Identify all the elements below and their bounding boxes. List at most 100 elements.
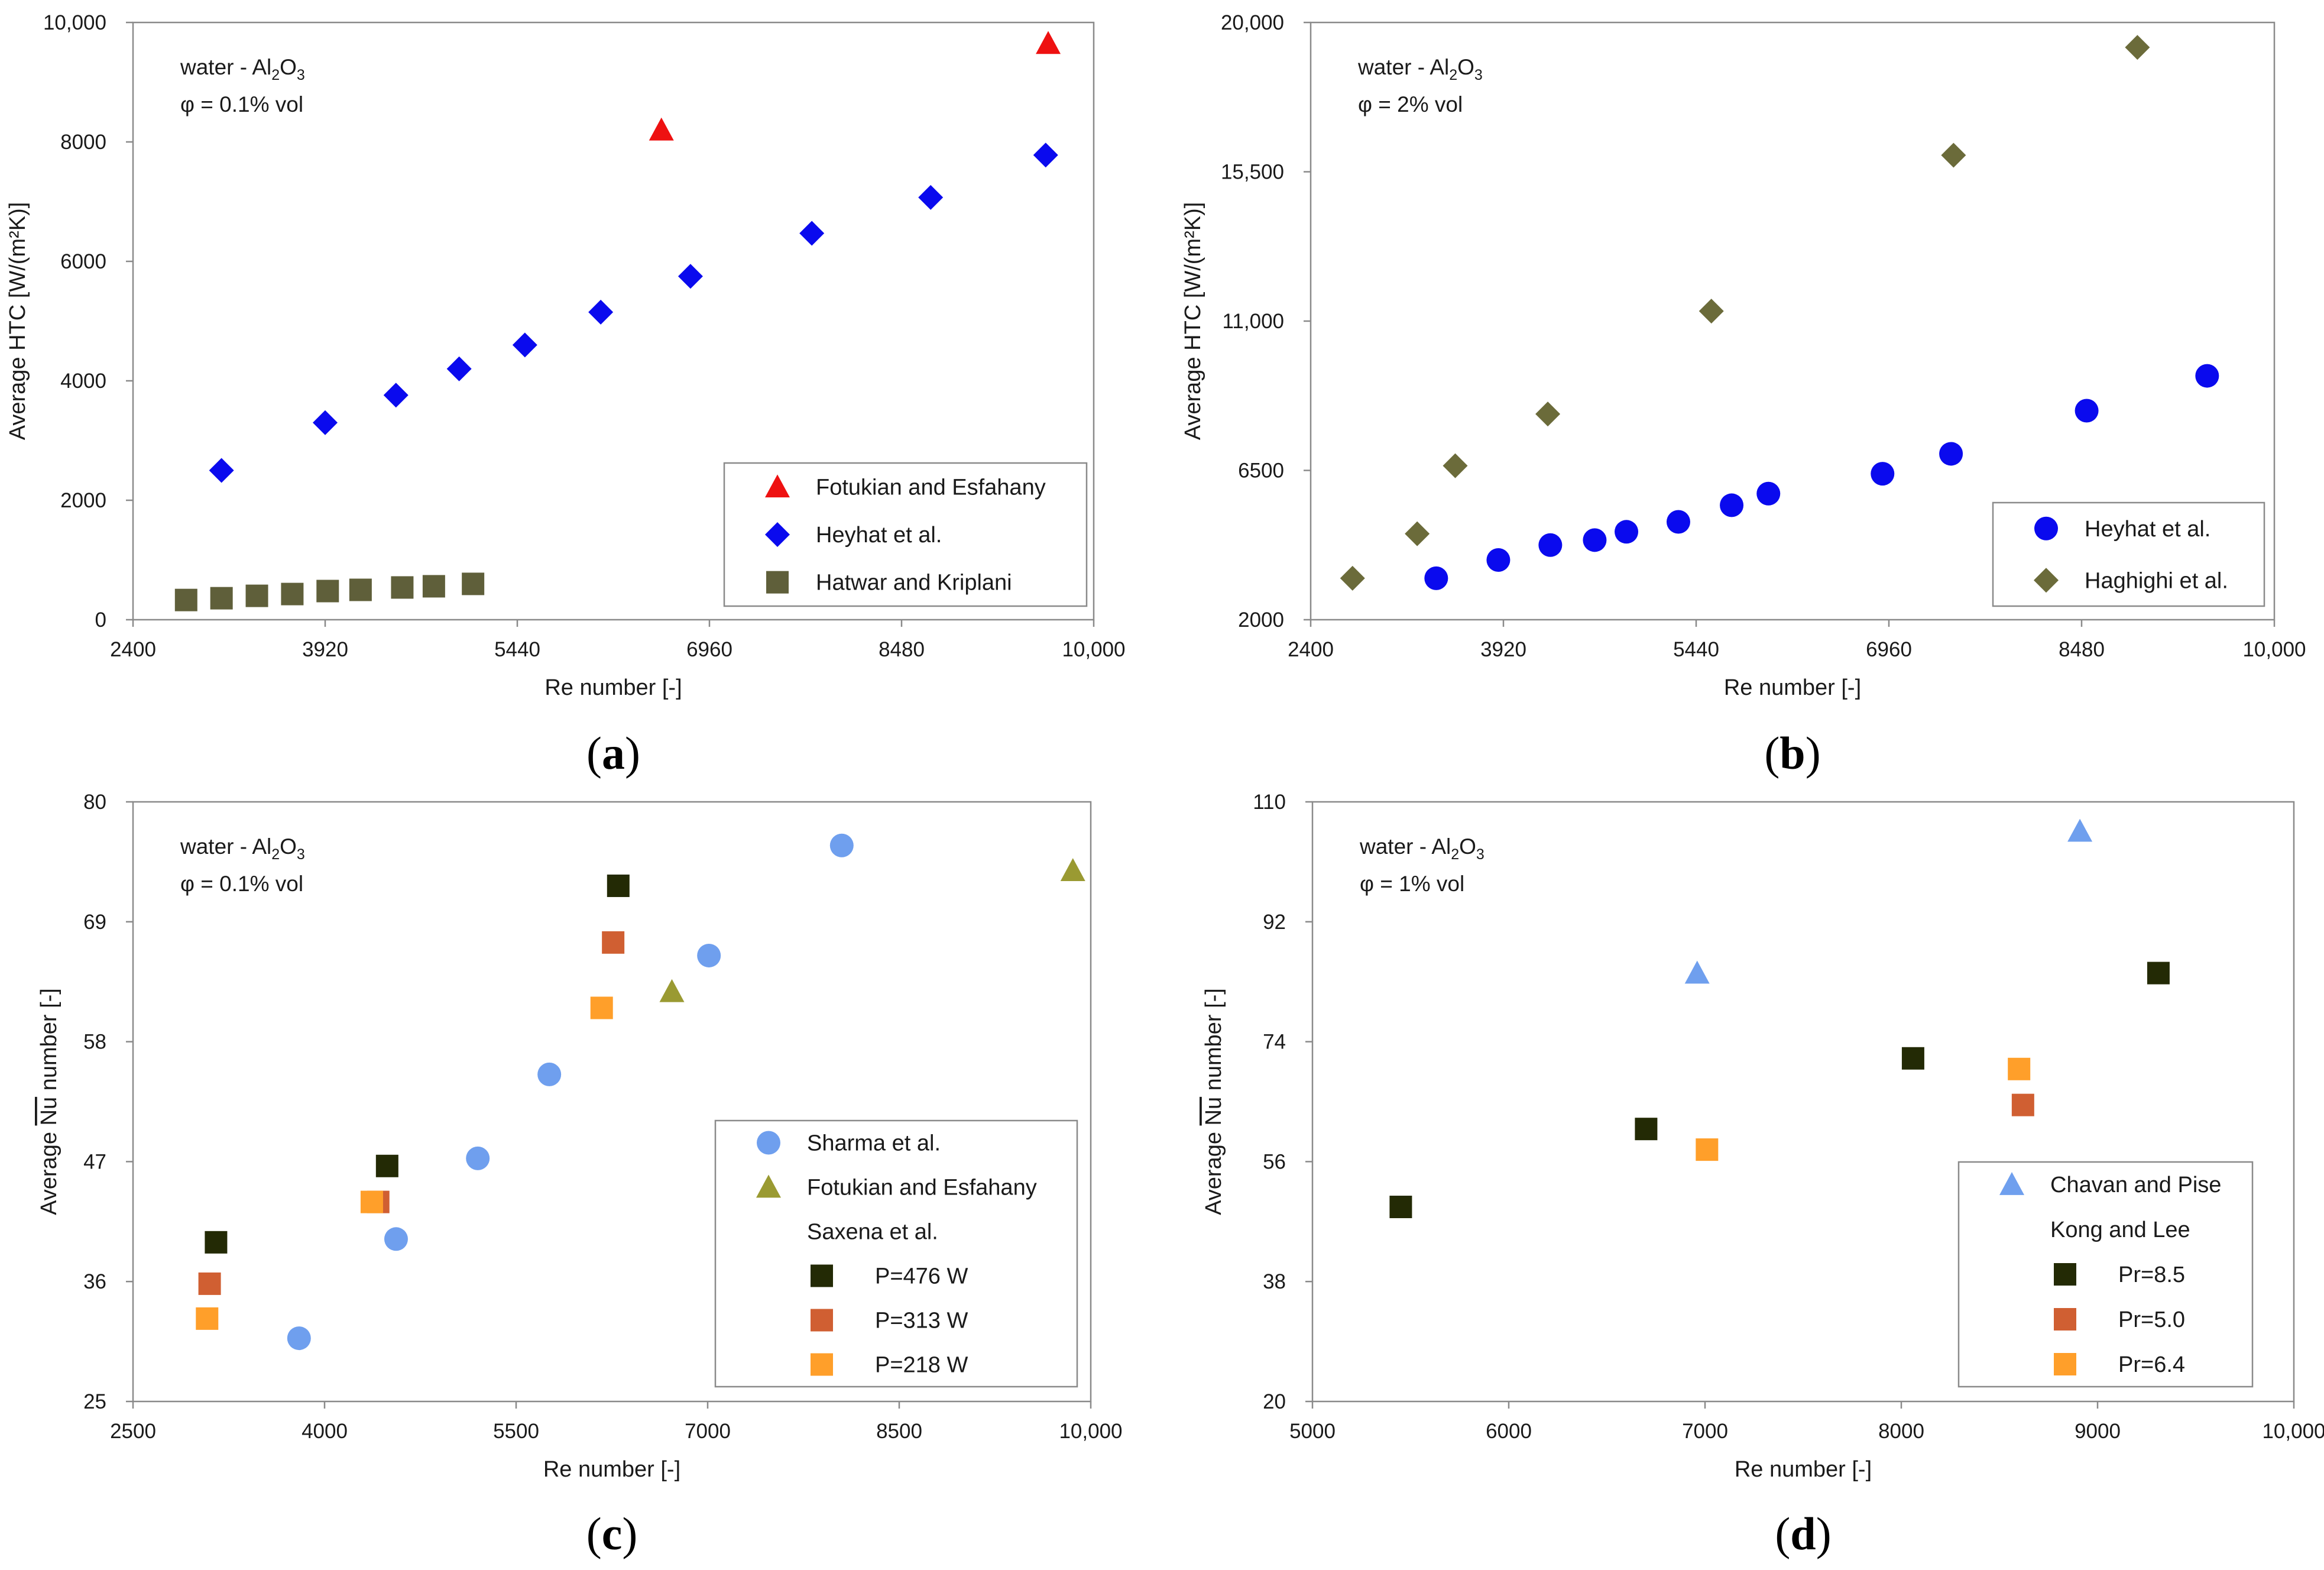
data-point (1615, 520, 1639, 544)
data-point (2008, 1057, 2031, 1080)
y-tick-label: 11,000 (1223, 310, 1284, 333)
data-point (446, 356, 472, 381)
data-point (1720, 493, 1744, 517)
x-tick-label: 10,000 (2262, 1420, 2324, 1443)
data-point (391, 576, 414, 599)
x-tick-label: 8000 (1878, 1420, 1924, 1443)
data-point (512, 332, 537, 358)
plot-frame (132, 21, 1095, 621)
data-point (649, 117, 674, 141)
x-tick-label: 2400 (1288, 638, 1334, 661)
x-tick-label: 9000 (2075, 1420, 2121, 1443)
panel-caption: (a) (586, 727, 640, 779)
x-axis-label: Re number [-] (1735, 1457, 1872, 1482)
data-point (697, 943, 721, 967)
y-tick-label: 47 (83, 1150, 106, 1173)
y-tick-label: 80 (83, 791, 106, 814)
legend-marker (2054, 1263, 2076, 1286)
data-point (2125, 35, 2150, 60)
volume-fraction-annotation: φ = 2% vol (1358, 92, 1463, 116)
y-tick-label: 36 (83, 1270, 106, 1293)
data-point (281, 582, 304, 606)
x-tick-label: 8480 (2059, 638, 2105, 661)
y-axis-label: Average Nu number [-] (1201, 988, 1226, 1215)
y-tick-label: 92 (1263, 911, 1286, 934)
series-0 (287, 833, 854, 1351)
panel-caption: (c) (586, 1508, 638, 1559)
legend-marker (811, 1309, 833, 1332)
y-tick-label: 15,500 (1221, 161, 1284, 184)
legend-marker (1999, 1172, 2024, 1195)
series-4 (196, 996, 613, 1330)
data-point (205, 1231, 228, 1254)
y-tick-label: 56 (1263, 1150, 1286, 1173)
data-point (1535, 402, 1561, 427)
y-axis-label: Average Nu number [-] (37, 988, 61, 1215)
x-tick-label: 7000 (685, 1420, 731, 1443)
y-tick-label: 6000 (60, 250, 106, 273)
x-tick-label: 6960 (1866, 638, 1912, 661)
legend-marker (766, 571, 789, 594)
x-axis-label: Re number [-] (544, 675, 682, 700)
data-point (2147, 962, 2170, 985)
x-tick-label: 10,000 (1059, 1420, 1122, 1443)
fluid-annotation: water - Al2O3 (1357, 55, 1483, 83)
data-point (1443, 453, 1468, 478)
y-axis-label: Average HTC [W/(m²K)] (1181, 202, 1205, 441)
fluid-annotation: water - Al2O3 (180, 55, 305, 83)
legend-label: Hatwar and Kriplani (816, 571, 1012, 595)
data-point (2011, 1093, 2034, 1116)
y-tick-label: 74 (1263, 1031, 1286, 1054)
data-point (1340, 565, 1365, 591)
data-point (1060, 858, 1085, 881)
y-tick-label: 8000 (60, 131, 106, 154)
y-tick-label: 20,000 (1221, 11, 1284, 34)
data-point (1696, 1138, 1719, 1161)
data-point (383, 383, 409, 408)
legend-label: Pr=8.5 (2118, 1263, 2185, 1287)
data-point (1684, 960, 1710, 984)
data-point (1666, 510, 1690, 534)
series-1 (209, 143, 1058, 483)
x-tick-label: 7000 (1682, 1420, 1728, 1443)
data-point (1389, 1196, 1412, 1219)
legend-label: Chavan and Pise (2050, 1173, 2221, 1197)
data-point (678, 264, 703, 289)
data-point (1939, 442, 1963, 466)
y-tick-label: 58 (83, 1031, 106, 1054)
data-point (196, 1307, 219, 1330)
data-point (316, 580, 339, 603)
data-point (602, 931, 625, 954)
legend-label: Pr=5.0 (2118, 1307, 2185, 1332)
legend-marker (2034, 568, 2059, 593)
data-point (245, 584, 268, 607)
data-point (588, 299, 614, 325)
legend-label: Haghighi et al. (2085, 568, 2228, 593)
legend-label: Fotukian and Esfahany (807, 1176, 1037, 1200)
panel-caption: (d) (1775, 1508, 1831, 1559)
data-point (1699, 299, 1724, 324)
data-point (1941, 143, 1966, 168)
x-tick-label: 8480 (879, 638, 925, 661)
data-point (360, 1190, 383, 1213)
x-tick-label: 2400 (110, 638, 156, 661)
data-point (375, 1154, 398, 1177)
x-tick-label: 3920 (1480, 638, 1526, 661)
x-tick-label: 5440 (494, 638, 540, 661)
series-0 (1684, 818, 2093, 984)
panel-caption: (b) (1764, 727, 1820, 779)
data-point (462, 572, 485, 595)
legend-label: Pr=6.4 (2118, 1352, 2185, 1377)
data-point (198, 1272, 221, 1295)
legend-label: Heyhat et al. (2085, 517, 2210, 542)
x-tick-label: 8500 (876, 1420, 922, 1443)
data-point (829, 833, 854, 857)
data-point (1486, 548, 1511, 572)
plot-frame (1311, 801, 2295, 1403)
x-tick-label: 5440 (1673, 638, 1719, 661)
series-0 (1424, 364, 2219, 590)
data-point (466, 1146, 490, 1170)
data-point (174, 588, 197, 611)
data-point (1538, 533, 1563, 557)
